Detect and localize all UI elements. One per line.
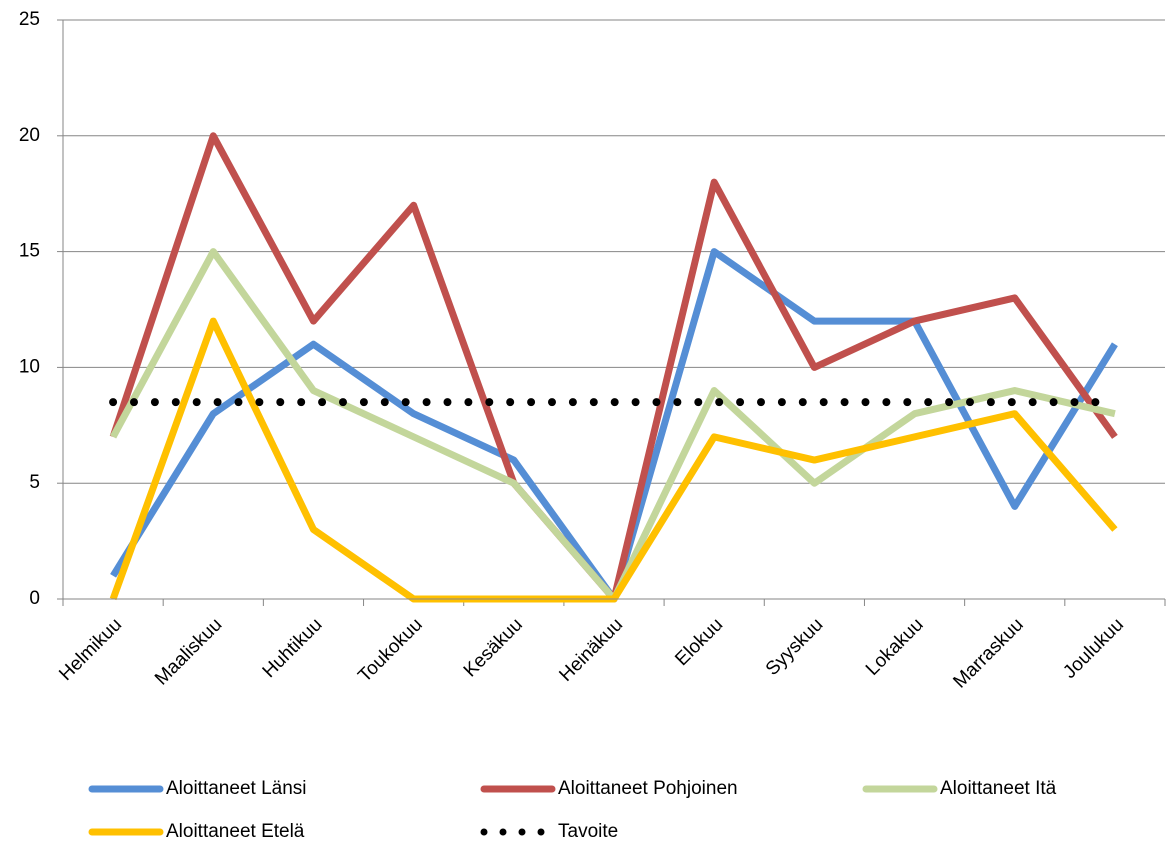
x-tick-label: Toukokuu (354, 614, 426, 686)
legend-label: Aloittaneet Pohjoinen (558, 778, 738, 799)
y-tick-label: 10 (19, 356, 40, 377)
y-tick-label: 0 (29, 588, 40, 609)
x-tick-label: Elokuu (671, 614, 727, 670)
series-line (109, 317, 1118, 603)
legend-label: Tavoite (558, 821, 618, 842)
x-tick-label: Heinäkuu (555, 614, 627, 686)
x-tick-label: Marraskuu (949, 614, 1027, 692)
x-tick-label: Kesäkuu (460, 614, 527, 681)
legend-label: Aloittaneet Etelä (166, 821, 305, 842)
x-tick-label: Joulukuu (1059, 614, 1128, 683)
x-tick-label: Maaliskuu (151, 614, 226, 689)
x-tick-label: Helmikuu (55, 614, 126, 685)
legend-label: Aloittaneet Länsi (166, 778, 307, 799)
y-tick-label: 25 (19, 9, 40, 30)
legend-label: Aloittaneet Itä (940, 778, 1057, 799)
y-tick-label: 20 (19, 125, 40, 146)
y-tick-label: 15 (19, 241, 40, 262)
x-tick-label: Syyskuu (762, 614, 828, 680)
x-tick-label: Huhtikuu (259, 614, 327, 682)
x-tick-label: Lokakuu (862, 614, 928, 680)
y-tick-label: 5 (29, 472, 40, 493)
